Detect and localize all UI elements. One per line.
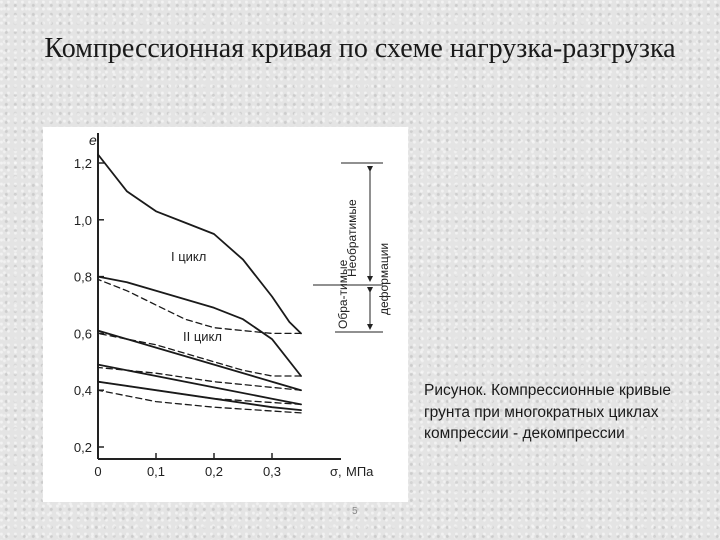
- unloading-curve-2: [97, 278, 302, 335]
- x-axis-symbol: σ,: [330, 464, 342, 479]
- loading-curve-5: [97, 329, 302, 392]
- cycle-1-label: I цикл: [171, 249, 206, 264]
- loading-curve-1: [97, 153, 302, 335]
- slide-number: 5: [352, 506, 358, 517]
- slide-title: Компрессионная кривая по схеме нагрузка-…: [44, 33, 676, 64]
- loading-curve-7: [97, 363, 302, 406]
- x-tick-label: 0,3: [263, 464, 281, 479]
- x-tick-label: 0: [94, 464, 101, 479]
- x-axis-unit: МПа: [346, 464, 374, 479]
- figure-panel: e 1,2 1,0 0,8 0,6 0,4 0,2 0 0,1 0,2 0,3 σ, МПа I…: [43, 127, 408, 502]
- loading-curve-9: [97, 380, 302, 412]
- y-tick-label: 1,2: [74, 156, 92, 171]
- loading-curve-3: [97, 275, 302, 377]
- cycle-2-label: II цикл: [183, 329, 222, 344]
- x-tick-label: 0,1: [147, 464, 165, 479]
- y-tick-label: 0,2: [74, 440, 92, 455]
- irreversible-label: Необратимые: [345, 199, 359, 277]
- y-axis-label: e: [89, 132, 97, 148]
- y-tick-label: 1,0: [74, 213, 92, 228]
- y-tick-label: 0,4: [74, 383, 92, 398]
- y-tick-label: 0,6: [74, 326, 92, 341]
- y-tick-label: 0,8: [74, 270, 92, 285]
- deformations-label: деформации: [377, 243, 391, 315]
- unloading-curve-10: [97, 389, 302, 414]
- figure-caption: Рисунок. Компрессионные кривые грунта пр…: [424, 382, 672, 442]
- compression-chart: e 1,2 1,0 0,8 0,6 0,4 0,2 0 0,1 0,2 0,3 σ, МПа I…: [74, 132, 391, 479]
- x-tick-label: 0,2: [205, 464, 223, 479]
- reversible-label: Обра-тимые: [336, 259, 350, 329]
